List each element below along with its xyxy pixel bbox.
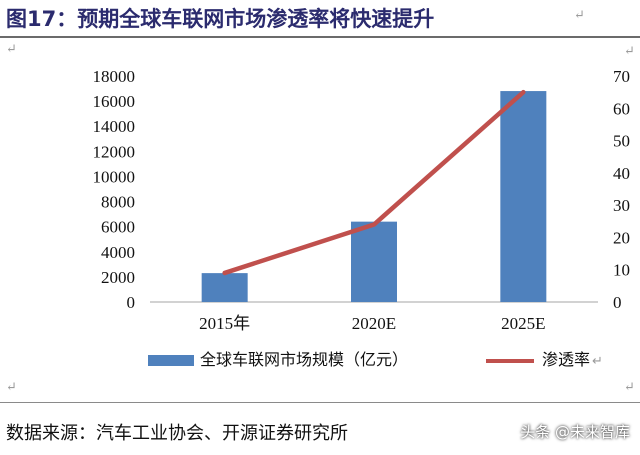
return-mark: ↵ bbox=[6, 42, 17, 57]
return-mark: ↵ bbox=[574, 8, 585, 23]
y-tick-label: 2000 bbox=[101, 268, 135, 287]
bar bbox=[201, 273, 248, 302]
legend-swatch-line bbox=[486, 358, 534, 363]
return-mark: ↵ bbox=[6, 380, 17, 395]
legend-label-line: 渗透率 bbox=[542, 350, 591, 369]
return-mark: ↵ bbox=[624, 380, 635, 395]
watermark: 头条 @未来智库 bbox=[520, 423, 630, 441]
y-tick-label: 18000 bbox=[93, 67, 136, 86]
source-divider bbox=[0, 402, 640, 403]
y2-tick-label: 20 bbox=[613, 228, 630, 247]
x-tick-label: 2015年 bbox=[199, 314, 250, 333]
y2-tick-label: 30 bbox=[613, 196, 630, 215]
y-tick-label: 12000 bbox=[93, 142, 136, 161]
legend-item-bar: 全球车联网市场规模（亿元） bbox=[148, 346, 408, 370]
legend-item-line: 渗透率 ↵ bbox=[486, 346, 603, 370]
title-divider bbox=[0, 36, 640, 38]
legend-swatch-bar bbox=[148, 355, 194, 366]
y-tick-label: 10000 bbox=[93, 167, 136, 186]
y-tick-label: 14000 bbox=[93, 117, 136, 136]
y-tick-label: 16000 bbox=[93, 92, 136, 111]
y-tick-label: 8000 bbox=[101, 193, 135, 212]
y-tick-label: 4000 bbox=[101, 243, 135, 262]
return-mark: ↵ bbox=[592, 354, 603, 369]
y-tick-label: 6000 bbox=[101, 218, 135, 237]
y2-tick-label: 0 bbox=[613, 293, 622, 312]
y2-tick-label: 60 bbox=[613, 99, 630, 118]
y2-tick-label: 70 bbox=[613, 67, 630, 86]
figure-title: 图17：预期全球车联网市场渗透率将快速提升 bbox=[6, 7, 435, 31]
bar bbox=[500, 91, 547, 302]
chart: 1800016000140001200010000800060004000200… bbox=[93, 67, 631, 333]
x-tick-label: 2025E bbox=[501, 314, 545, 333]
x-tick-label: 2020E bbox=[352, 314, 396, 333]
source-note: 数据来源：汽车工业协会、开源证券研究所 bbox=[6, 423, 348, 444]
bar bbox=[351, 221, 397, 302]
return-mark: ↵ bbox=[624, 44, 635, 59]
y2-tick-label: 10 bbox=[613, 261, 630, 280]
y2-tick-label: 40 bbox=[613, 164, 630, 183]
series-line bbox=[222, 89, 526, 276]
y2-tick-label: 50 bbox=[613, 132, 630, 151]
y-tick-label: 0 bbox=[127, 293, 136, 312]
legend-label-bar: 全球车联网市场规模（亿元） bbox=[200, 350, 409, 369]
